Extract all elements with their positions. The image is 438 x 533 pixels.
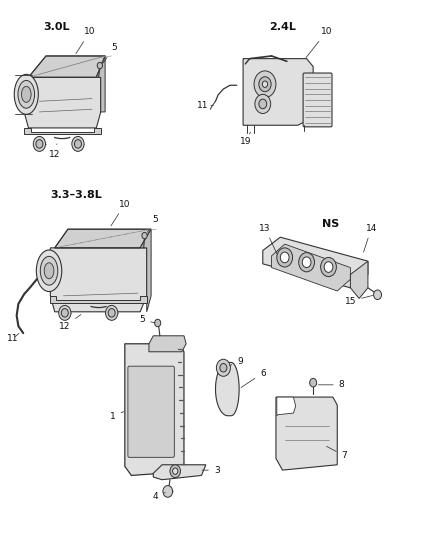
Text: 7: 7 [327,446,347,460]
Text: 8: 8 [318,381,345,389]
Polygon shape [350,261,368,298]
Ellipse shape [18,80,35,108]
Circle shape [280,252,289,263]
Text: NS: NS [322,219,339,229]
Circle shape [72,136,84,151]
Polygon shape [243,59,313,125]
Polygon shape [96,56,105,112]
Circle shape [299,253,314,272]
Circle shape [262,81,268,87]
Circle shape [97,62,102,69]
Text: 4: 4 [153,492,165,501]
Polygon shape [140,229,151,312]
Ellipse shape [36,250,62,292]
Circle shape [374,290,381,300]
Text: 3.0L: 3.0L [44,22,70,31]
Circle shape [163,486,173,497]
Circle shape [277,248,293,267]
Text: 10: 10 [306,28,332,58]
Circle shape [216,359,230,376]
Circle shape [259,99,267,109]
Text: 19: 19 [240,132,251,146]
Text: 10: 10 [111,200,131,226]
Polygon shape [153,465,206,480]
Polygon shape [149,336,186,352]
Text: 5: 5 [139,316,155,324]
Text: 6: 6 [241,369,266,387]
Circle shape [36,140,43,148]
Text: 14: 14 [364,224,377,252]
Circle shape [324,262,333,272]
Text: 5: 5 [103,44,117,63]
Circle shape [310,378,317,387]
Text: 5: 5 [147,215,159,232]
Polygon shape [50,248,147,312]
Circle shape [33,136,46,151]
Text: 13: 13 [259,224,277,254]
Polygon shape [28,56,105,77]
Text: 3.3–3.8L: 3.3–3.8L [51,190,102,199]
Circle shape [321,257,336,277]
Circle shape [61,309,68,317]
Polygon shape [24,128,101,134]
Polygon shape [215,362,239,416]
Polygon shape [50,296,147,303]
Circle shape [106,305,118,320]
Text: 1: 1 [110,411,124,421]
Circle shape [155,319,161,327]
Text: 9: 9 [230,357,243,366]
Polygon shape [272,244,350,291]
Circle shape [142,232,147,239]
Ellipse shape [14,74,38,115]
Ellipse shape [44,263,54,279]
Text: 10: 10 [76,28,95,54]
Polygon shape [276,397,337,470]
Ellipse shape [40,256,58,285]
Circle shape [302,257,311,268]
Text: 12: 12 [49,144,60,159]
FancyBboxPatch shape [128,366,174,457]
Circle shape [170,465,180,478]
Text: 3: 3 [202,466,220,474]
Polygon shape [24,77,101,128]
Circle shape [173,468,178,474]
Circle shape [255,94,271,114]
Circle shape [259,77,271,92]
Polygon shape [55,229,151,248]
Polygon shape [125,344,184,475]
Text: 11: 11 [7,333,19,343]
FancyBboxPatch shape [303,73,332,127]
Circle shape [108,309,115,317]
Text: 12: 12 [59,314,81,330]
Polygon shape [277,397,296,416]
Text: 15: 15 [345,295,373,305]
Circle shape [74,140,81,148]
Circle shape [59,305,71,320]
Text: 11: 11 [197,101,213,110]
Circle shape [254,71,276,98]
Text: 2.4L: 2.4L [269,22,296,31]
Circle shape [220,364,227,372]
Polygon shape [263,237,368,288]
Ellipse shape [21,86,31,102]
